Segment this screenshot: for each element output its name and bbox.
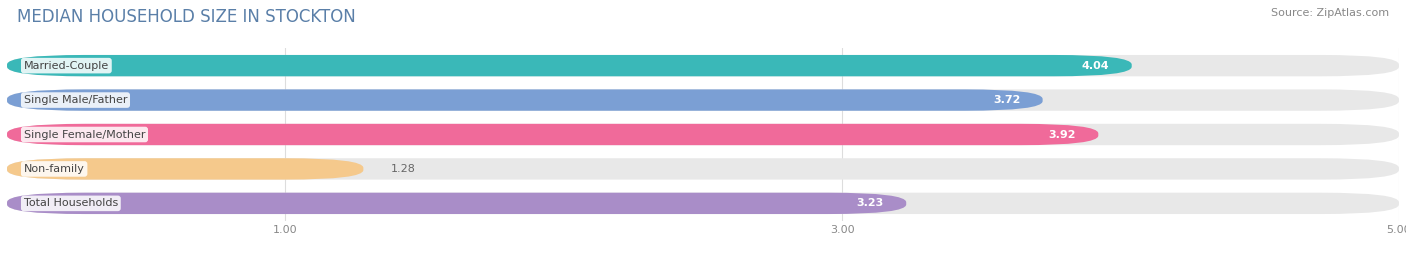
FancyBboxPatch shape (7, 89, 1043, 111)
FancyBboxPatch shape (7, 158, 1399, 180)
Text: Source: ZipAtlas.com: Source: ZipAtlas.com (1271, 8, 1389, 18)
Text: 3.92: 3.92 (1049, 129, 1076, 140)
Text: 3.72: 3.72 (993, 95, 1021, 105)
Text: Single Male/Father: Single Male/Father (24, 95, 127, 105)
Text: Married-Couple: Married-Couple (24, 61, 110, 71)
FancyBboxPatch shape (7, 124, 1399, 145)
Text: 4.04: 4.04 (1081, 61, 1109, 71)
Text: 1.28: 1.28 (391, 164, 416, 174)
Text: Single Female/Mother: Single Female/Mother (24, 129, 145, 140)
FancyBboxPatch shape (7, 89, 1399, 111)
FancyBboxPatch shape (7, 55, 1399, 76)
FancyBboxPatch shape (7, 124, 1098, 145)
Text: Total Households: Total Households (24, 198, 118, 208)
FancyBboxPatch shape (7, 55, 1132, 76)
Text: MEDIAN HOUSEHOLD SIZE IN STOCKTON: MEDIAN HOUSEHOLD SIZE IN STOCKTON (17, 8, 356, 26)
FancyBboxPatch shape (7, 158, 363, 180)
FancyBboxPatch shape (7, 193, 907, 214)
Text: Non-family: Non-family (24, 164, 84, 174)
FancyBboxPatch shape (7, 193, 1399, 214)
Text: 3.23: 3.23 (856, 198, 884, 208)
